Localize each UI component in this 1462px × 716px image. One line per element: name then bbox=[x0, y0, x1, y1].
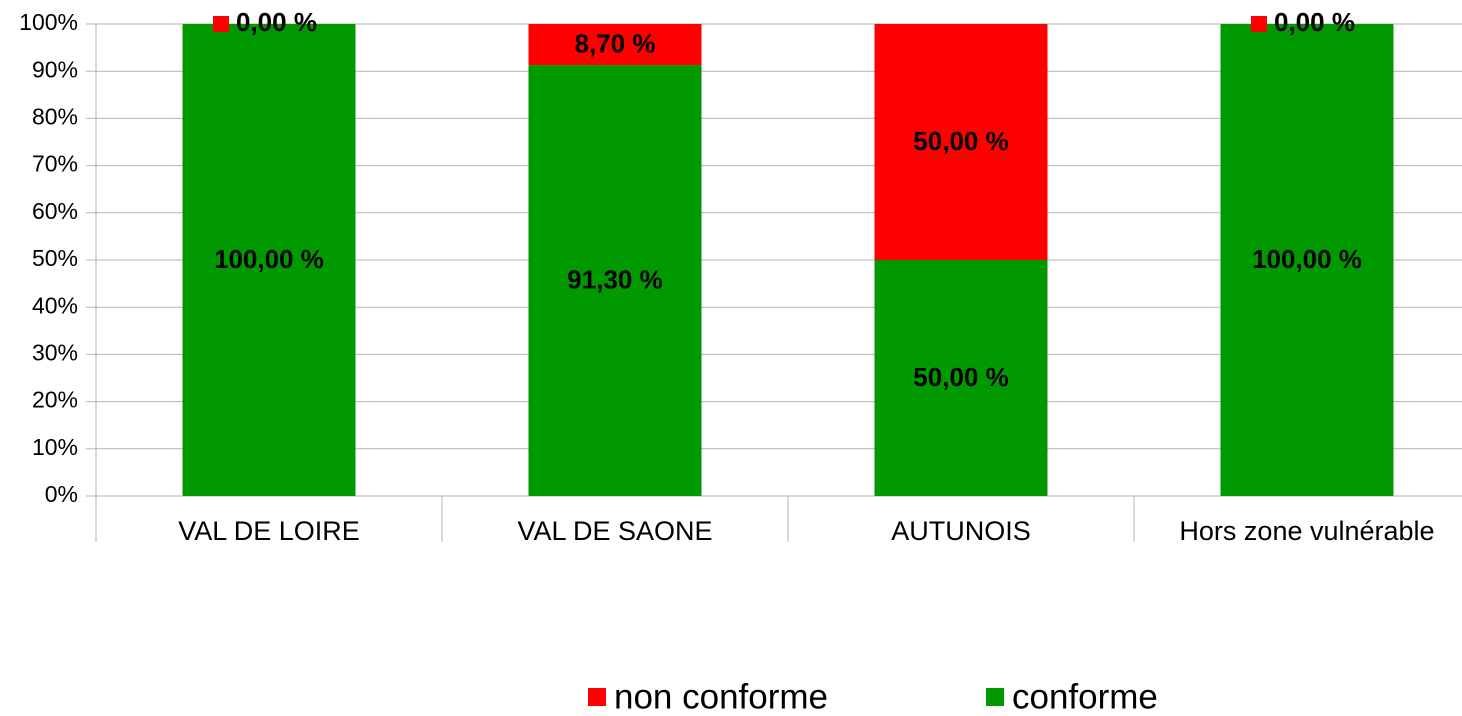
x-tick-label: VAL DE SAONE bbox=[517, 516, 712, 546]
legend-label: non conforme bbox=[614, 677, 828, 716]
label-key bbox=[1251, 16, 1267, 32]
y-tick-label: 80% bbox=[32, 103, 78, 129]
y-tick-label: 60% bbox=[32, 198, 78, 224]
bar-segment bbox=[528, 65, 702, 497]
legend-key bbox=[986, 688, 1004, 706]
data-label: 0,00 % bbox=[1274, 7, 1355, 37]
y-tick-label: 100% bbox=[19, 9, 78, 35]
data-label: 100,00 % bbox=[214, 244, 324, 274]
data-label: 50,00 % bbox=[913, 362, 1008, 392]
bar-segment bbox=[182, 24, 356, 496]
x-tick-label: VAL DE LOIRE bbox=[178, 516, 360, 546]
y-tick-label: 30% bbox=[32, 339, 78, 365]
bar-segment bbox=[874, 260, 1048, 496]
label-key bbox=[213, 16, 229, 32]
bar-segment bbox=[1220, 24, 1394, 496]
y-tick-label: 50% bbox=[32, 245, 78, 271]
y-tick-label: 0% bbox=[45, 481, 78, 507]
y-tick-label: 40% bbox=[32, 292, 78, 318]
y-tick-label: 90% bbox=[32, 56, 78, 82]
bar-segment bbox=[528, 24, 702, 66]
x-tick-label: AUTUNOIS bbox=[891, 516, 1031, 546]
y-tick-label: 20% bbox=[32, 387, 78, 413]
x-tick-label: Hors zone vulnérable bbox=[1179, 516, 1434, 546]
data-label: 91,30 % bbox=[567, 264, 662, 294]
legend-key bbox=[588, 688, 606, 706]
data-label: 50,00 % bbox=[913, 126, 1008, 156]
legend-label: conforme bbox=[1012, 677, 1158, 716]
data-label: 8,70 % bbox=[575, 28, 656, 58]
y-tick-label: 10% bbox=[32, 434, 78, 460]
data-label: 0,00 % bbox=[236, 7, 317, 37]
bar-segment bbox=[874, 24, 1048, 260]
y-tick-label: 70% bbox=[32, 151, 78, 177]
data-label: 100,00 % bbox=[1252, 244, 1362, 274]
